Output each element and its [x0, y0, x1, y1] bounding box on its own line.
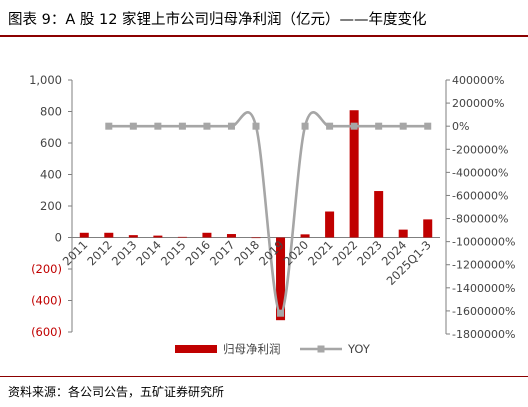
left-tick-label: 600: [40, 136, 62, 150]
yoy-point-2025Q1-3: [424, 122, 432, 130]
right-tick-label: -1200000%: [452, 259, 515, 272]
x-tick-label: 2013: [109, 238, 140, 269]
left-tick-label: 800: [40, 105, 62, 119]
right-tick-label: -1000000%: [452, 236, 515, 249]
x-tick-label: 2014: [133, 238, 164, 269]
bar-2021: [325, 211, 335, 238]
x-tick-label: 2012: [84, 238, 115, 269]
footer-divider: [0, 376, 528, 377]
legend-line-marker: [317, 345, 325, 353]
x-tick-label: 2021: [305, 238, 336, 269]
yoy-point-2015: [178, 122, 186, 130]
right-tick-label: 200000%: [452, 97, 504, 110]
x-tick-label: 2018: [232, 238, 263, 269]
legend-bar-label: 归母净利润: [223, 342, 281, 356]
bar-2024: [398, 229, 408, 238]
bar-2025Q1-3: [423, 219, 433, 238]
left-tick-label: 200: [40, 199, 62, 213]
yoy-line-series: [105, 111, 432, 317]
legend-line-label: YOY: [347, 342, 371, 356]
bar-series: [79, 110, 433, 321]
yoy-point-2023: [375, 122, 383, 130]
left-tick-label: (200): [31, 262, 62, 276]
chart-title: 图表 9：A 股 12 家锂上市公司归母净利润（亿元）——年度变化: [8, 12, 427, 28]
right-tick-label: 400000%: [452, 74, 504, 87]
left-tick-label: (600): [31, 325, 62, 339]
x-tick-label: 2016: [182, 238, 213, 269]
right-tick-label: -200000%: [452, 143, 508, 156]
title-divider: [0, 35, 528, 37]
x-tick-labels: 2011201220132014201520162017201820192020…: [60, 238, 434, 288]
yoy-point-2012: [105, 122, 113, 130]
yoy-point-2016: [203, 122, 211, 130]
x-tick-label: 2015: [158, 238, 189, 269]
x-tick-label: 2011: [60, 238, 91, 269]
legend-bar-swatch: [175, 345, 217, 353]
x-tick-label: 2017: [207, 238, 238, 269]
bar-2011: [79, 232, 89, 238]
source-note: 资料来源：各公司公告，五矿证券研究所: [8, 385, 225, 399]
bar-2023: [374, 191, 384, 238]
chart-axes: 1,000 800 600 400 200 0 (200) (400) (600) 400000%…: [29, 73, 515, 341]
yoy-point-2013: [129, 122, 137, 130]
x-tick-label: 2023: [354, 238, 385, 269]
yoy-point-2019: [277, 309, 285, 317]
bar-2022: [349, 110, 359, 238]
left-tick-label: (400): [31, 294, 62, 308]
right-tick-label: 0%: [452, 120, 469, 133]
bar-2013: [128, 235, 138, 238]
right-tick-label: -1800000%: [452, 328, 515, 341]
yoy-point-2014: [154, 122, 162, 130]
bar-2015: [177, 236, 187, 238]
bar-2017: [226, 234, 236, 238]
yoy-point-2024: [399, 122, 407, 130]
bar-2019: [276, 237, 286, 321]
left-tick-label: 0: [55, 231, 62, 245]
bar-2012: [104, 232, 114, 238]
yoy-point-2018: [252, 122, 260, 130]
yoy-point-2017: [227, 122, 235, 130]
x-tick-label: 2022: [330, 238, 361, 269]
right-tick-label: -1400000%: [452, 282, 515, 295]
right-tick-label: -1600000%: [452, 305, 515, 318]
yoy-point-2021: [326, 122, 334, 130]
right-tick-label: -800000%: [452, 213, 508, 226]
chart-legend: 归母净利润 YOY: [175, 342, 371, 356]
right-tick-label: -600000%: [452, 189, 508, 202]
yoy-point-2022: [350, 122, 358, 130]
bar-2018: [251, 237, 261, 239]
bar-2014: [153, 235, 163, 238]
bar-2016: [202, 232, 212, 238]
left-tick-label: 400: [40, 168, 62, 182]
right-tick-label: -400000%: [452, 166, 508, 179]
x-tick-label: 2020: [281, 238, 312, 269]
bar-2020: [300, 234, 310, 238]
yoy-line: [108, 111, 428, 315]
left-tick-label: 1,000: [29, 73, 62, 87]
yoy-point-2020: [301, 122, 309, 130]
